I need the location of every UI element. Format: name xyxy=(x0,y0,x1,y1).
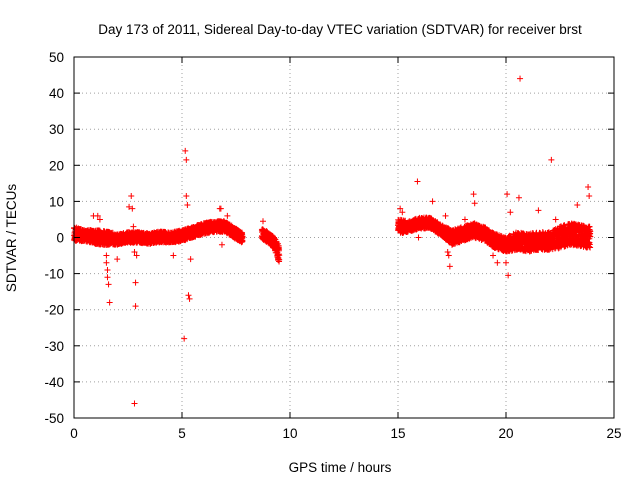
data-points xyxy=(71,75,594,407)
